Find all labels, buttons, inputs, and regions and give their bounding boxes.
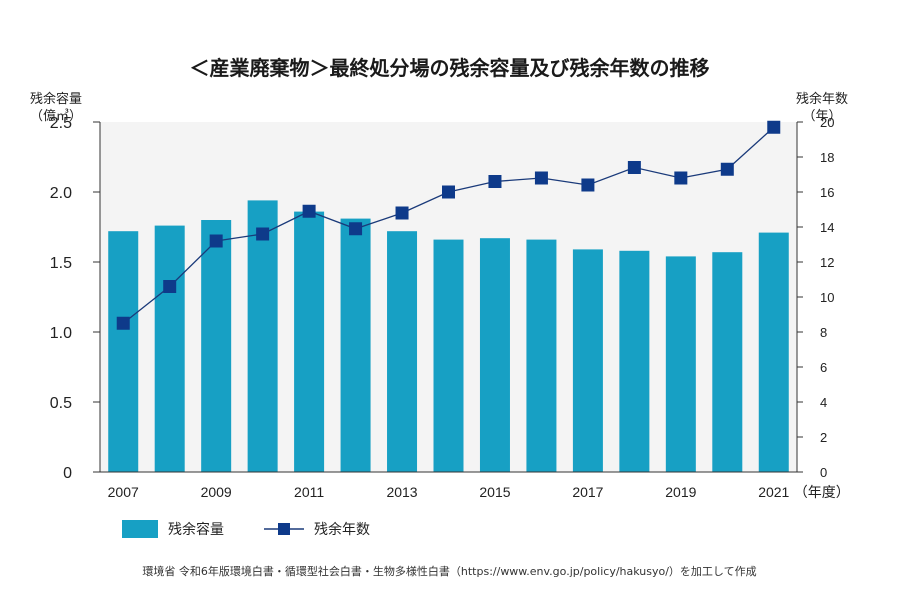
legend-line-label: 残余年数 [314,522,370,538]
legend-bars: 残余容量 [122,519,224,539]
legend-bars-label: 残余容量 [168,522,224,538]
right-tick-label: 18 [820,150,834,165]
legend-bar-swatch [122,520,158,538]
legend-line: 残余年数 [262,519,370,539]
right-axis-title-line2: （年） [802,109,842,124]
left-axis-title: 残余容量 （億㎥） [30,91,82,125]
x-tick-label: 2011 [294,484,324,500]
bar [247,200,278,472]
line-marker [349,222,363,236]
left-tick-label: 1.5 [50,255,72,272]
left-tick-label: 1.0 [50,325,72,342]
line-marker [302,204,316,218]
line-marker [209,234,223,248]
bar [712,252,743,472]
bar [572,249,603,472]
bar [108,231,139,472]
line-marker [395,206,409,220]
line-marker [627,161,641,174]
bar [340,218,371,472]
bar [387,231,418,472]
line-marker [442,185,455,199]
bar [665,256,696,472]
bar [201,220,232,472]
right-axis-title: 残余年数 （年） [796,91,848,125]
right-tick-label: 16 [820,185,834,200]
bar [294,211,325,472]
right-tick-label: 6 [820,360,827,375]
x-unit-label: （年度） [794,485,850,501]
chart-title: ＜産業廃棄物＞最終処分場の残余容量及び残余年数の推移 [189,56,710,80]
right-tick-label: 20 [820,115,834,130]
x-tick-label: 2021 [758,484,789,500]
bar [154,225,185,472]
x-tick-label: 2015 [479,484,510,500]
right-tick-label: 14 [820,220,834,235]
right-tick-label: 10 [820,290,834,305]
line-marker [581,178,595,192]
line-marker [488,175,502,188]
right-tick-label: 4 [820,395,827,410]
bar [619,250,650,472]
left-tick-label: 2.5 [50,115,72,132]
left-tick-label: 2.0 [50,185,72,202]
line-marker [116,316,130,330]
line-marker [256,227,270,241]
x-tick-label: 2009 [201,484,232,500]
line-marker [720,162,734,176]
x-tick-label: 2019 [665,484,696,500]
source-note: 環境省 令和6年版環境白書・循環型社会白書・生物多様性白書（https://ww… [142,565,757,578]
line-marker [674,171,688,185]
x-tick-label: 2007 [108,484,139,500]
bar [479,238,510,472]
left-tick-label: 0 [63,465,72,482]
bar [526,239,557,472]
right-tick-label: 8 [820,325,827,340]
left-tick-label: 0.5 [50,395,72,412]
right-tick-label: 0 [820,465,827,480]
right-tick-label: 2 [820,430,827,445]
right-tick-label: 12 [820,255,834,270]
bar [758,232,789,472]
x-tick-label: 2013 [386,484,417,500]
line-marker [767,120,781,134]
bar [433,239,464,472]
left-axis-title-line2: （億㎥） [30,109,83,124]
x-tick-label: 2017 [572,484,603,500]
right-axis-title-line1: 残余年数 [796,92,849,107]
line-marker [163,280,177,293]
left-axis-title-line1: 残余容量 [30,92,83,107]
line-marker [534,171,548,185]
legend-line-swatch [264,523,304,535]
